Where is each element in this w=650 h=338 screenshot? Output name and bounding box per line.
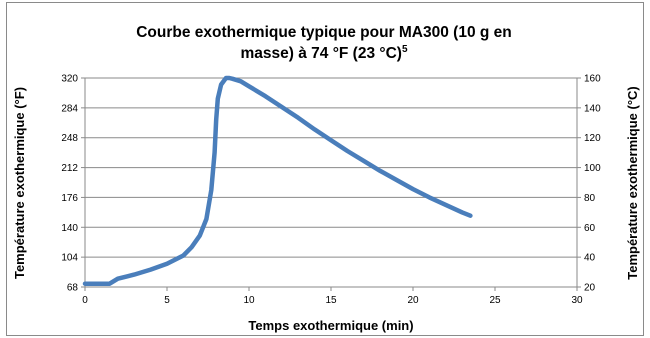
x-tick-label: 20 (407, 295, 419, 306)
gridlines (85, 107, 577, 258)
y-tick-label-right: 60 (584, 223, 596, 234)
x-tick-label: 10 (243, 295, 255, 306)
plot-area (84, 77, 578, 288)
y-ticks-right: 20 40 60 80 100 120 140 160 (577, 74, 601, 294)
x-tick-label: 5 (164, 295, 170, 306)
chart-title-line2-text: masse) à 74 °F (23 °C) (240, 45, 401, 62)
y-tick-label-left: 176 (61, 193, 78, 204)
y-tick-label-left: 68 (67, 283, 79, 294)
y-tick-label-right: 160 (584, 74, 601, 85)
chart-title-line1: Courbe exothermique typique pour MA300 (… (136, 24, 512, 41)
x-tick-label: 0 (82, 295, 88, 306)
chart-title-superscript: 5 (402, 44, 408, 55)
exotherm-series-line (82, 75, 473, 286)
chart-title-line2: masse) à 74 °F (23 °C)5 (240, 44, 407, 62)
y-tick-label-left: 104 (61, 253, 78, 264)
y-tick-label-right: 20 (584, 283, 596, 294)
y-tick-label-right: 120 (584, 133, 601, 144)
x-axis-title: Temps exothermique (min) (248, 318, 413, 333)
y-tick-label-right: 40 (584, 253, 596, 264)
y-tick-label-left: 284 (61, 103, 78, 114)
y-tick-label-right: 140 (584, 103, 601, 114)
x-ticks: 0 5 10 15 20 25 30 (82, 287, 583, 306)
x-tick-label: 25 (489, 295, 501, 306)
y-tick-label-left: 248 (61, 133, 78, 144)
y-tick-label-left: 320 (61, 74, 78, 85)
y-tick-label-left: 212 (61, 163, 78, 174)
y-axis-title-right: Température exothermique (°C) (625, 86, 640, 280)
y-tick-label-right: 100 (584, 163, 601, 174)
x-tick-label: 30 (571, 295, 583, 306)
y-tick-label-right: 80 (584, 193, 596, 204)
x-tick-label: 15 (325, 295, 337, 306)
y-tick-label-left: 140 (61, 223, 78, 234)
y-ticks-left: 68 104 140 176 212 248 284 320 (61, 74, 85, 294)
y-axis-title-left: Température exothermique (°F) (12, 87, 27, 279)
